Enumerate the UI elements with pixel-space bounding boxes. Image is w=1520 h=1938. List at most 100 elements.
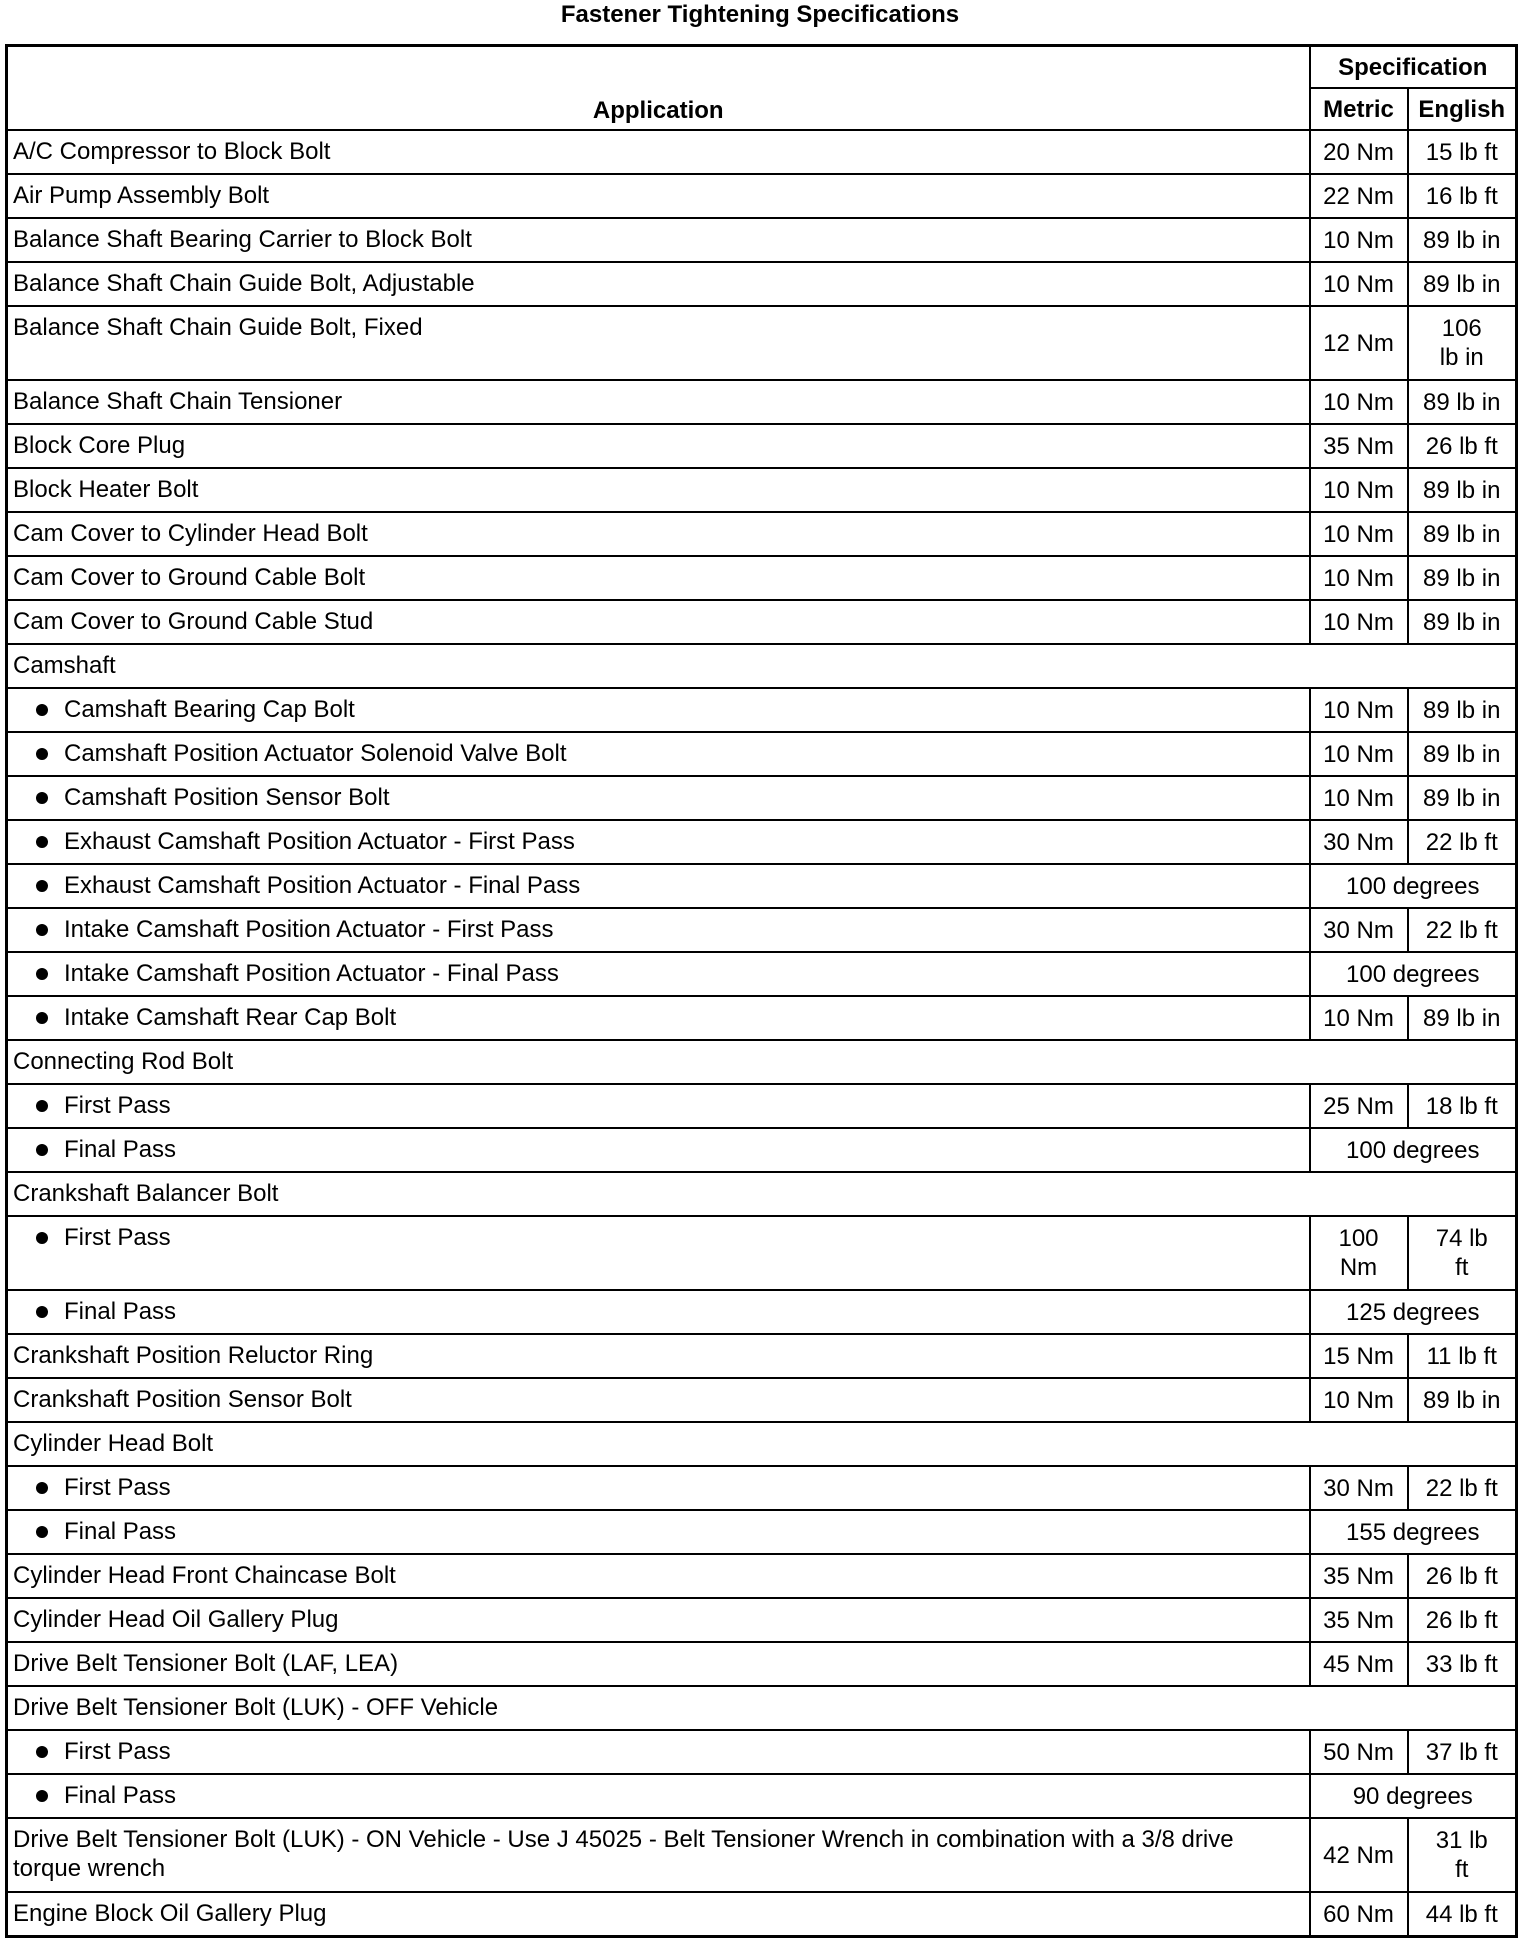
- application-text: Cylinder Head Oil Gallery Plug: [13, 1606, 339, 1633]
- english-value: 11 lb ft: [1426, 1342, 1497, 1370]
- metric-cell: 10 Nm: [1308, 217, 1409, 263]
- metric-cell: 45 Nm: [1308, 1641, 1409, 1687]
- metric-value: 15 Nm: [1323, 1342, 1394, 1370]
- english-cell: 89 lb in: [1406, 731, 1518, 777]
- english-cell: 16 lb ft: [1406, 173, 1518, 219]
- english-cell: 89 lb in: [1406, 261, 1518, 307]
- fastener-spec-table: Application Specification Metric English…: [5, 44, 1518, 1938]
- application-cell: Cylinder Head Front Chaincase Bolt: [5, 1553, 1311, 1599]
- english-value: 89 lb in: [1423, 226, 1501, 254]
- metric-cell: 10 Nm: [1308, 261, 1409, 307]
- table-row: Air Pump Assembly Bolt 22 Nm 16 lb ft: [5, 173, 1518, 219]
- english-value: 44 lb ft: [1425, 1900, 1498, 1928]
- application-text: First Pass: [64, 1092, 171, 1119]
- metric-cell: 10 Nm: [1308, 731, 1409, 777]
- application-text: Air Pump Assembly Bolt: [13, 182, 270, 209]
- application-text: Camshaft Position Sensor Bolt: [64, 784, 390, 811]
- metric-cell: 30 Nm: [1308, 907, 1409, 953]
- table-row: Cam Cover to Cylinder Head Bolt 10 Nm 89 l…: [5, 511, 1518, 557]
- metric-cell: 10 Nm: [1308, 555, 1409, 601]
- application-text: Cam Cover to Cylinder Head Bolt: [13, 520, 368, 547]
- application-text: First Pass: [64, 1474, 171, 1501]
- bullet-icon: [36, 1231, 48, 1244]
- english-value: 18 lb ft: [1425, 1092, 1498, 1120]
- application-text: Final Pass: [64, 1136, 177, 1163]
- application-cell: Camshaft Position Actuator Solenoid Valv…: [5, 731, 1311, 777]
- metric-cell: 15 Nm: [1308, 1333, 1409, 1379]
- application-cell: Final Pass: [5, 1773, 1311, 1819]
- english-cell: 31 lb ft: [1406, 1817, 1518, 1893]
- english-cell: 37 lb ft: [1406, 1729, 1518, 1775]
- metric-cell: 35 Nm: [1308, 1553, 1409, 1599]
- english-cell: 33 lb ft: [1406, 1641, 1518, 1687]
- metric-value: 10 Nm: [1323, 270, 1394, 298]
- application-cell: Block Core Plug: [5, 423, 1311, 469]
- metric-cell: 10 Nm: [1308, 467, 1409, 513]
- metric-value: 50 Nm: [1323, 1738, 1394, 1766]
- metric-value: 60 Nm: [1323, 1900, 1394, 1928]
- english-value: 89 lb in: [1423, 784, 1501, 812]
- english-value: 89 lb in: [1423, 520, 1501, 548]
- metric-cell: 35 Nm: [1308, 423, 1409, 469]
- application-cell: Exhaust Camshaft Position Actuator - Fin…: [5, 863, 1311, 909]
- table-row: Crankshaft Position Reluctor Ring 15 Nm 11…: [5, 1333, 1518, 1379]
- metric-cell: 42 Nm: [1308, 1817, 1409, 1893]
- application-text: Balance Shaft Bearing Carrier to Block B…: [13, 226, 472, 253]
- english-value: 89 lb in: [1423, 270, 1501, 298]
- application-text: Cylinder Head Front Chaincase Bolt: [13, 1562, 396, 1589]
- group-row: Crankshaft Balancer Bolt: [5, 1171, 1518, 1217]
- english-cell: 22 lb ft: [1406, 819, 1518, 865]
- group-row: Camshaft: [5, 643, 1518, 689]
- metric-value: 10 Nm: [1323, 520, 1394, 548]
- application-cell: Cam Cover to Cylinder Head Bolt: [5, 511, 1311, 557]
- application-cell: Crankshaft Position Reluctor Ring: [5, 1333, 1311, 1379]
- bullet-icon: [36, 703, 48, 716]
- english-cell: 44 lb ft: [1406, 1891, 1518, 1938]
- application-cell: Final Pass: [5, 1289, 1311, 1335]
- table-row: Intake Camshaft Position Actuator - Firs…: [5, 907, 1518, 953]
- angle-spec-value: 100 degrees: [1346, 872, 1480, 900]
- metric-cell: 25 Nm: [1308, 1083, 1409, 1129]
- metric-cell: 10 Nm: [1308, 775, 1409, 821]
- group-row: Cylinder Head Bolt: [5, 1421, 1518, 1467]
- bullet-icon: [36, 879, 48, 892]
- application-text: Block Heater Bolt: [13, 476, 199, 503]
- metric-value: 10 Nm: [1323, 740, 1394, 768]
- application-text: First Pass: [64, 1224, 171, 1251]
- english-cell: 89 lb in: [1406, 555, 1518, 601]
- application-text: Crankshaft Position Reluctor Ring: [13, 1342, 374, 1369]
- table-row: Drive Belt Tensioner Bolt (LAF, LEA) 45 N…: [5, 1641, 1518, 1687]
- english-cell: 18 lb ft: [1406, 1083, 1518, 1129]
- table-row: Block Core Plug 35 Nm 26 lb ft: [5, 423, 1518, 469]
- application-cell: Intake Camshaft Position Actuator - Firs…: [5, 907, 1311, 953]
- metric-value: 20 Nm: [1323, 138, 1394, 166]
- angle-spec-cell: 155 degrees: [1308, 1509, 1518, 1555]
- metric-cell: 10 Nm: [1308, 995, 1409, 1041]
- metric-value: 35 Nm: [1323, 432, 1394, 460]
- english-value: 22 lb ft: [1425, 916, 1498, 944]
- table-row: Intake Camshaft Rear Cap Bolt 10 Nm 89 lb …: [5, 995, 1518, 1041]
- metric-value: 30 Nm: [1323, 916, 1394, 944]
- english-value: 16 lb ft: [1425, 182, 1498, 210]
- application-text: Crankshaft Balancer Bolt: [13, 1180, 279, 1207]
- angle-spec-value: 100 degrees: [1346, 960, 1480, 988]
- metric-value: 100 Nm: [1338, 1225, 1379, 1281]
- english-value: 26 lb ft: [1425, 432, 1498, 460]
- bullet-icon: [36, 967, 48, 980]
- english-cell: 106 lb in: [1406, 305, 1518, 381]
- metric-value: 10 Nm: [1323, 608, 1394, 636]
- table-row: Cylinder Head Front Chaincase Bolt 35 Nm 2…: [5, 1553, 1518, 1599]
- table-row: Final Pass 155 degrees: [5, 1509, 1518, 1555]
- english-value: 89 lb in: [1423, 696, 1501, 724]
- application-cell: Drive Belt Tensioner Bolt (LUK) - OFF Ve…: [5, 1685, 1518, 1731]
- application-text: Drive Belt Tensioner Bolt (LUK) - ON Veh…: [13, 1826, 1234, 1882]
- application-text: Camshaft Position Actuator Solenoid Valv…: [64, 740, 567, 767]
- english-value: 31 lb ft: [1435, 1827, 1488, 1883]
- metric-cell: 35 Nm: [1308, 1597, 1409, 1643]
- table-row: Balance Shaft Chain Tensioner 10 Nm 89 lb …: [5, 379, 1518, 425]
- english-cell: 89 lb in: [1406, 687, 1518, 733]
- metric-cell: 10 Nm: [1308, 379, 1409, 425]
- bullet-icon: [36, 1789, 48, 1802]
- english-cell: 26 lb ft: [1406, 1597, 1518, 1643]
- angle-spec-cell: 100 degrees: [1308, 1127, 1518, 1173]
